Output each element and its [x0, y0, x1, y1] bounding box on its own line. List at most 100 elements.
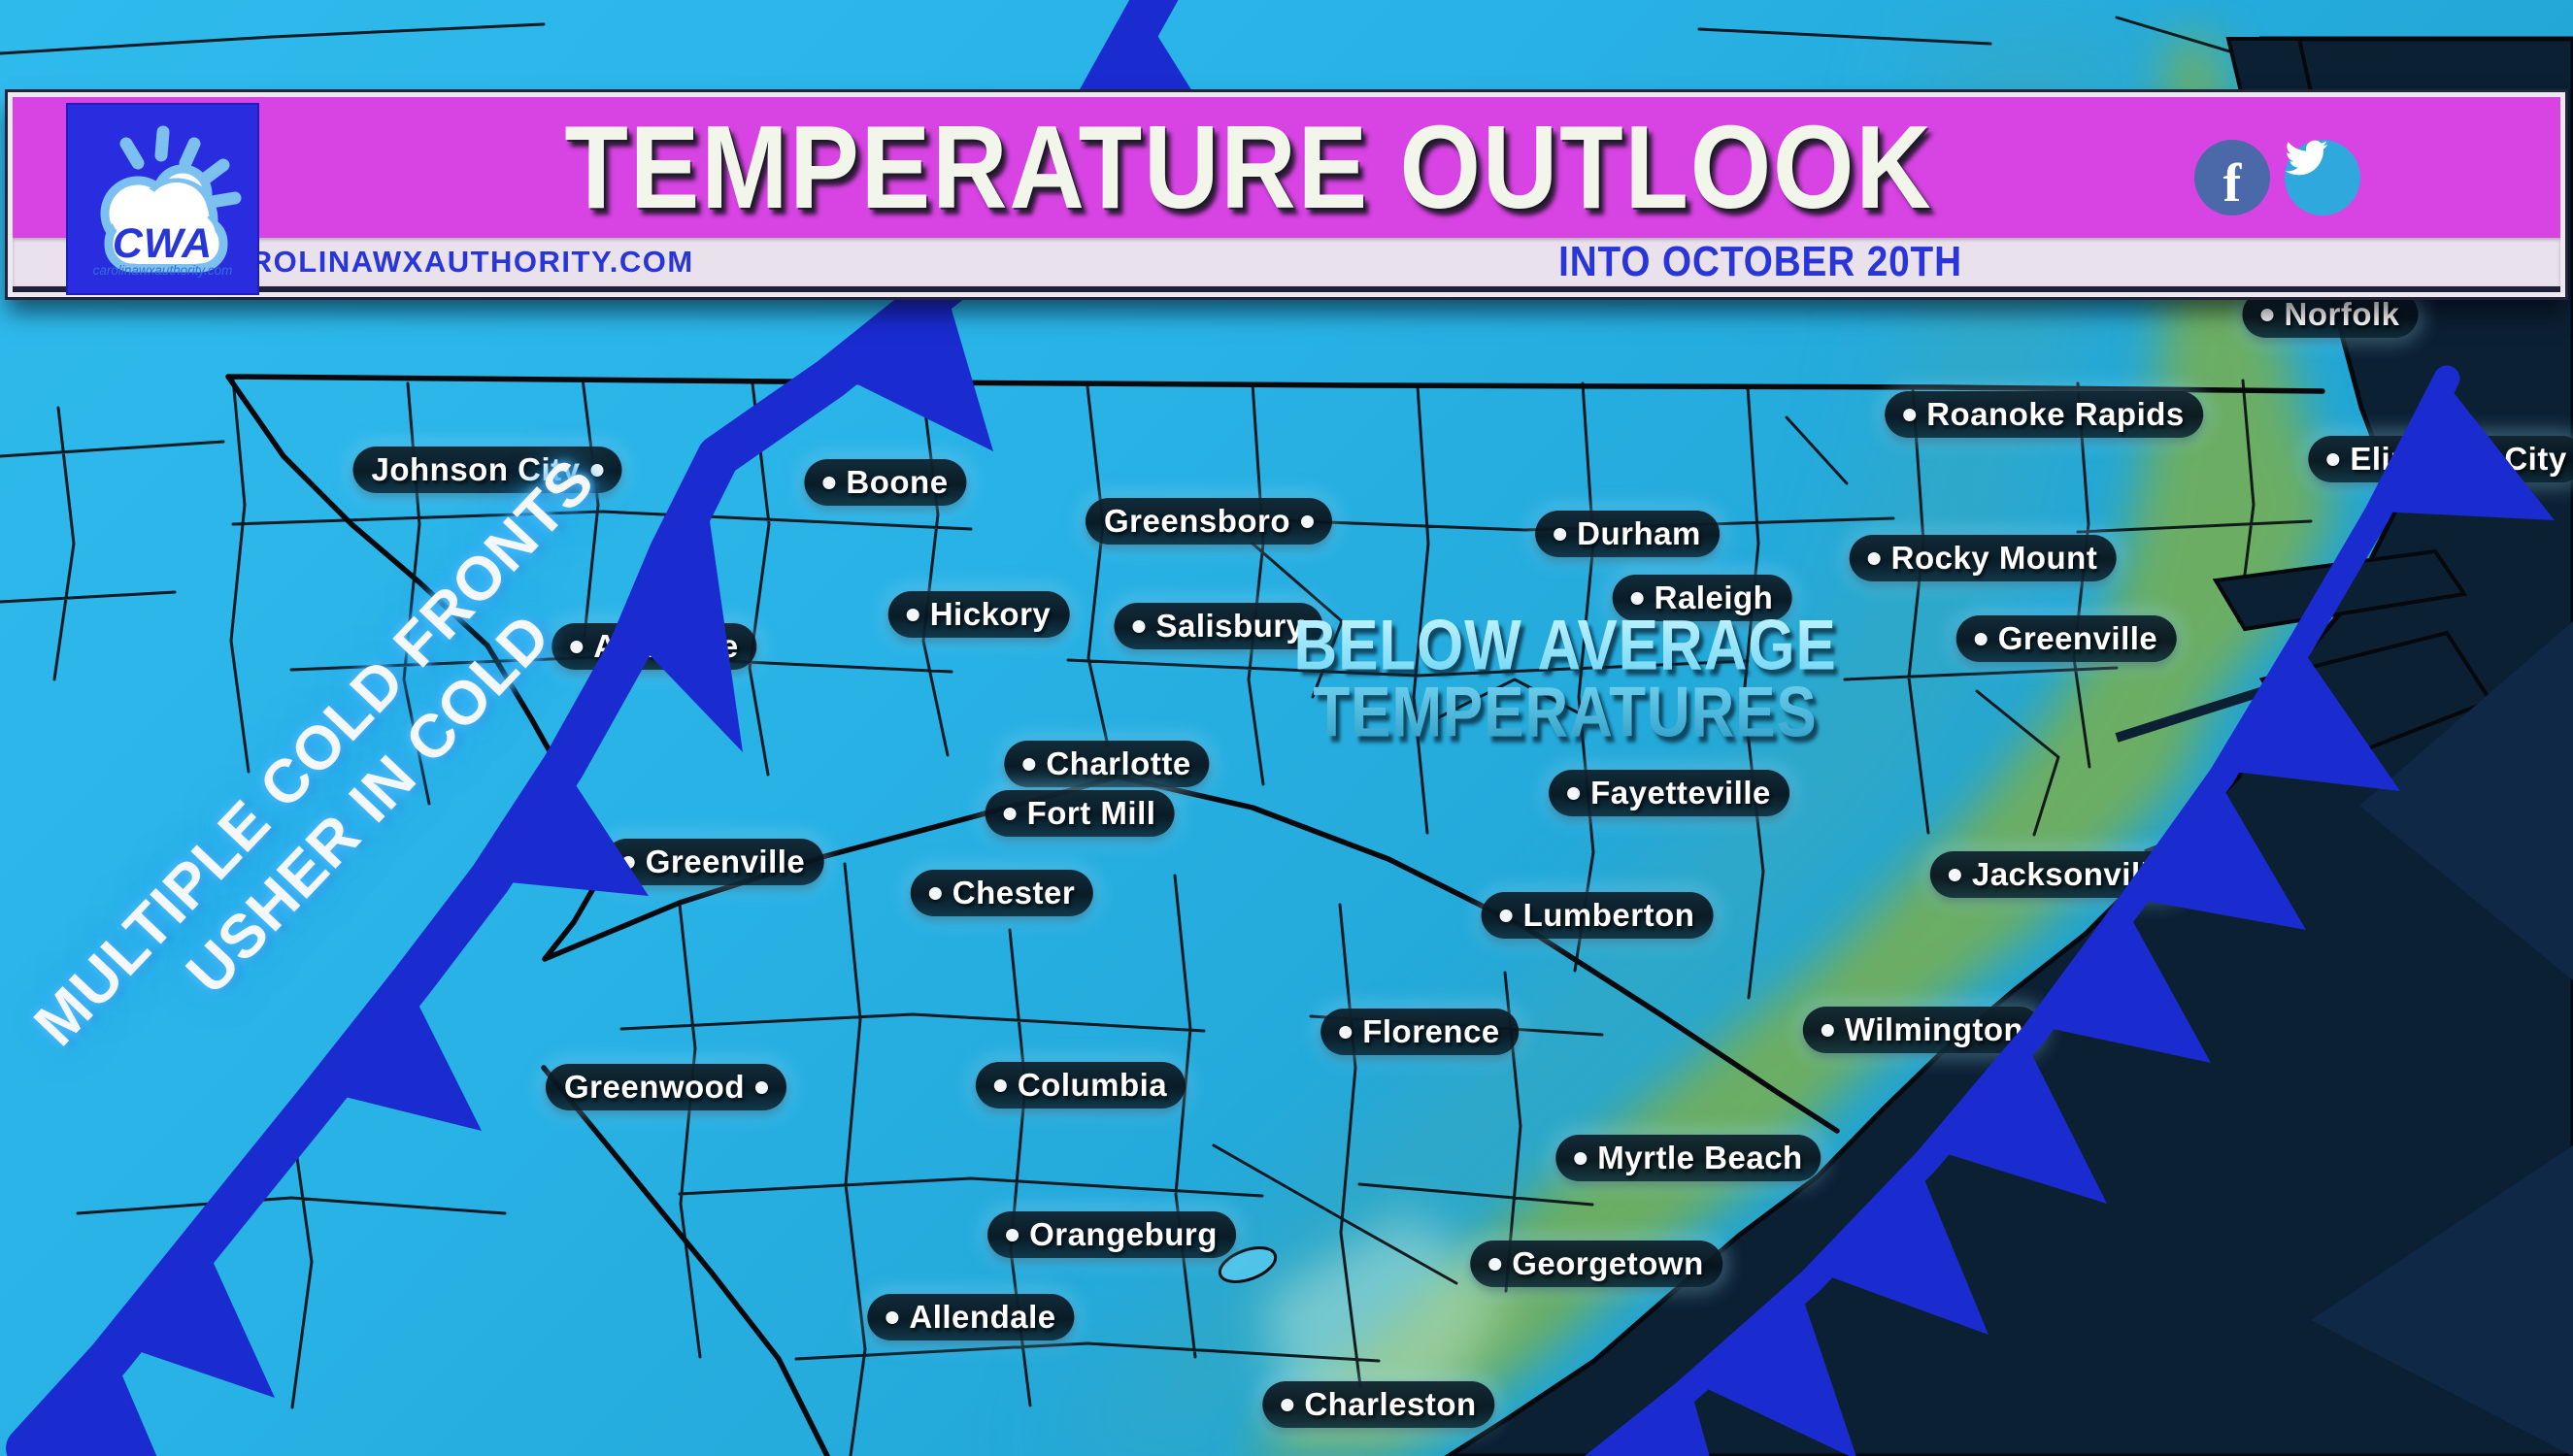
- city-dot: [906, 608, 919, 621]
- twitter-icon[interactable]: [2285, 140, 2360, 215]
- city-label-boone: Boone: [804, 459, 967, 506]
- city-label-greenville-nc: Greenville: [1955, 615, 2177, 662]
- city-dot: [1567, 786, 1581, 800]
- front-triangle: [21, 1353, 157, 1456]
- city-name: Rocky Mount: [1890, 540, 2098, 576]
- city-label-columbia: Columbia: [975, 1062, 1186, 1109]
- city-dot: [1630, 591, 1644, 605]
- cwa-logo-art: [100, 125, 242, 273]
- below-average-callout: BELOW AVERAGE TEMPERATURES: [1293, 612, 1836, 745]
- city-label-greensboro: Greensboro: [1085, 498, 1333, 545]
- city-name: Chester: [952, 875, 1076, 910]
- city-name: Myrtle Beach: [1597, 1140, 1803, 1175]
- city-dot: [1132, 619, 1146, 633]
- city-label-salisbury: Salisbury: [1114, 603, 1323, 649]
- city-name: Greenville: [645, 844, 806, 879]
- city-label-florence: Florence: [1320, 1009, 1519, 1055]
- city-label-allendale: Allendale: [867, 1294, 1075, 1340]
- city-name: Raleigh: [1654, 579, 1774, 615]
- city-label-orangeburg: Orangeburg: [987, 1211, 1236, 1258]
- sun-rays-icon: [119, 125, 242, 209]
- city-label-durham: Durham: [1535, 511, 1720, 557]
- callout-line2: TEMPERATURES: [1313, 673, 1818, 751]
- city-dot: [1488, 1257, 1502, 1271]
- city-label-myrtle-beach: Myrtle Beach: [1555, 1135, 1821, 1181]
- city-name: Wilmington: [1844, 1011, 2024, 1047]
- banner-lower-band: CAROLINAWXAUTHORITY.COM INTO OCTOBER 20T…: [13, 238, 2560, 292]
- logo-url: carolinawxauthority.com: [92, 263, 233, 278]
- website-text: CAROLINAWXAUTHORITY.COM: [204, 245, 694, 279]
- front-triangle: [118, 1238, 275, 1398]
- city-dot: [1281, 1398, 1294, 1411]
- city-name: Orangeburg: [1029, 1216, 1218, 1252]
- front-triangle: [1695, 1290, 1856, 1456]
- city-label-chester: Chester: [910, 870, 1094, 916]
- city-name: Fort Mill: [1026, 795, 1156, 831]
- front-triangle: [2379, 381, 2555, 520]
- city-name: Florence: [1362, 1013, 1500, 1049]
- state-borders: [225, 374, 2325, 1456]
- city-name: Lumberton: [1522, 897, 1695, 933]
- city-name: Salisbury: [1155, 608, 1305, 644]
- city-label-greenville-sc: Greenville: [603, 839, 824, 885]
- front-triangle: [1605, 1388, 1710, 1456]
- city-dot: [1003, 807, 1017, 820]
- city-name: Charleston: [1304, 1386, 1477, 1422]
- city-dot: [1574, 1151, 1587, 1165]
- city-name: Roanoke Rapids: [1926, 396, 2185, 432]
- front-triangle: [836, 286, 993, 451]
- city-label-greenwood: Greenwood: [545, 1064, 787, 1110]
- city-dot: [590, 463, 604, 477]
- front-triangle: [489, 766, 649, 896]
- city-dot: [1301, 514, 1315, 528]
- offshore-wedge: [2359, 621, 2573, 980]
- cwa-logo: CWA carolinawxauthority.com: [68, 105, 257, 293]
- city-label-johnson-city: Johnson City: [352, 447, 622, 493]
- city-dot: [1554, 527, 1567, 541]
- city-dot: [2326, 452, 2340, 466]
- city-label-fort-mill: Fort Mill: [985, 790, 1175, 837]
- front-triangle: [1819, 1168, 1988, 1335]
- page-title: TEMPERATURE OUTLOOK: [564, 101, 1933, 233]
- city-dot: [1821, 1023, 1834, 1037]
- city-dot: [1499, 909, 1513, 922]
- city-label-rocky-mount: Rocky Mount: [1849, 535, 2117, 581]
- city-dot: [886, 1310, 899, 1324]
- city-dot: [1903, 408, 1917, 421]
- banner-subtitle: INTO OCTOBER 20TH: [1558, 238, 1962, 285]
- city-name: Johnson City: [371, 451, 581, 487]
- front-triangle: [1935, 1043, 2107, 1204]
- city-label-charleston: Charleston: [1262, 1381, 1495, 1428]
- facebook-f-glyph: f: [2222, 153, 2242, 214]
- city-name: Durham: [1577, 515, 1701, 551]
- city-dot: [1974, 632, 1988, 645]
- title-banner: CAROLINAWXAUTHORITY.COM INTO OCTOBER 20T…: [8, 92, 2565, 297]
- city-name: Georgetown: [1512, 1245, 1704, 1281]
- city-label-charlotte: Charlotte: [1004, 741, 1210, 787]
- city-label-roanoke-rapids: Roanoke Rapids: [1885, 391, 2203, 438]
- city-name: Charlotte: [1046, 745, 1191, 781]
- marsh-light-patch: [1262, 1213, 1515, 1427]
- facebook-icon[interactable]: f: [2194, 140, 2270, 215]
- city-name: Greensboro: [1103, 503, 1291, 539]
- city-name: Greenville: [1997, 620, 2158, 656]
- twitter-bird-glyph: [2285, 140, 2328, 176]
- front-triangle: [631, 480, 743, 752]
- city-dot: [570, 640, 584, 653]
- city-dot: [822, 476, 836, 489]
- city-dot: [1339, 1025, 1353, 1039]
- city-dot: [928, 886, 942, 900]
- city-dot: [1948, 868, 1961, 881]
- front-triangle: [2133, 780, 2306, 930]
- city-dot: [1867, 551, 1881, 565]
- city-label-fayetteville: Fayetteville: [1549, 770, 1789, 816]
- city-dot: [1006, 1228, 1019, 1241]
- front-triangle: [325, 985, 482, 1131]
- city-label-wilmington: Wilmington: [1802, 1007, 2043, 1053]
- county-borders: [0, 16, 2313, 1456]
- city-name: Fayetteville: [1590, 775, 1771, 811]
- city-name: Columbia: [1017, 1067, 1168, 1103]
- city-label-norfolk: Norfolk: [2242, 291, 2419, 338]
